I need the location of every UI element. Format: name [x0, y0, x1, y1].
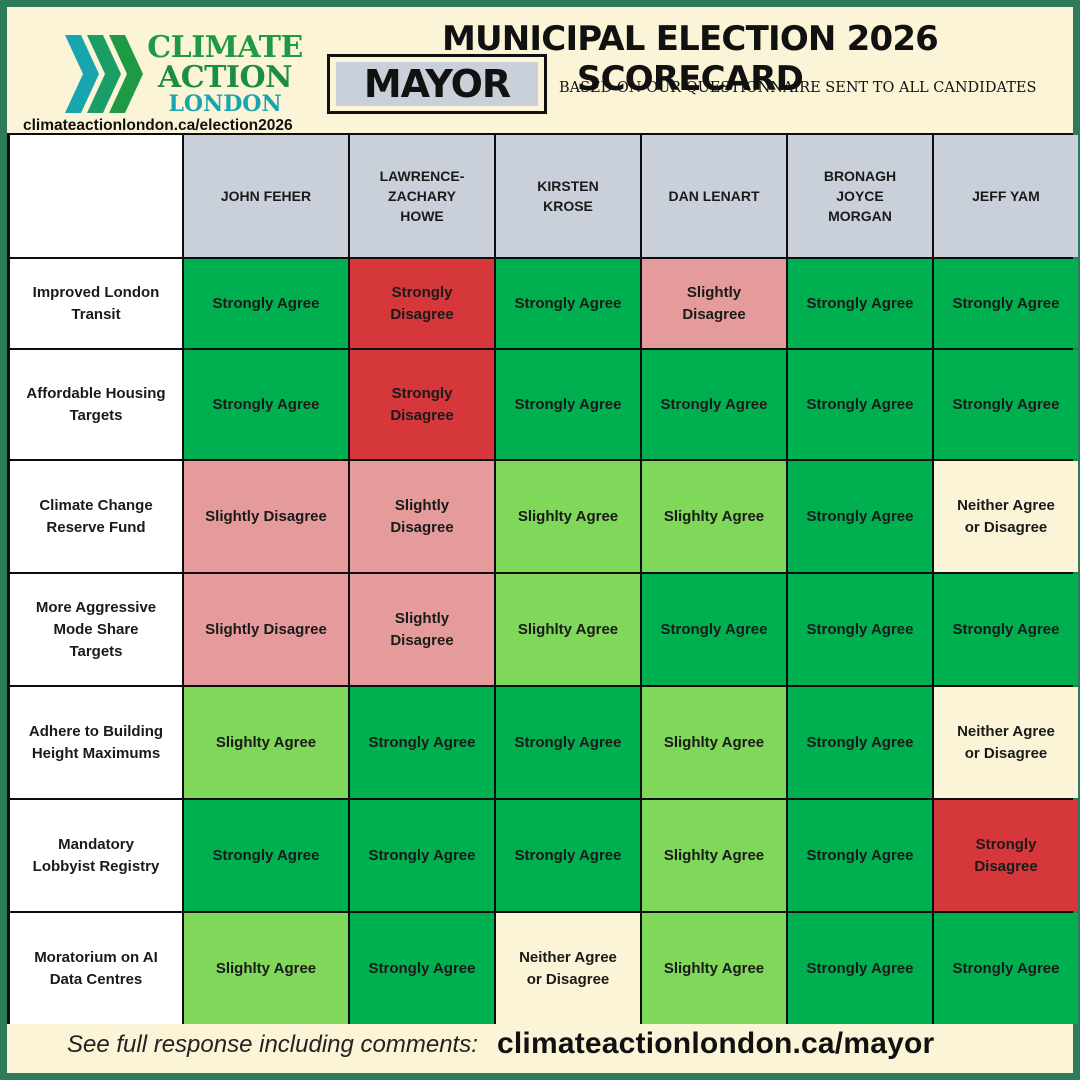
topic-label: More Aggressive Mode Share Targets — [10, 574, 182, 685]
candidate-header: KIRSTEN KROSE — [496, 135, 640, 257]
response-cell: Strongly Disagree — [934, 800, 1078, 911]
response-cell: Neither Agree or Disagree — [496, 913, 640, 1024]
office-label: MAYOR — [336, 62, 538, 106]
response-cell: Strongly Agree — [788, 574, 932, 685]
candidate-header: LAWRENCE-ZACHARY HOWE — [350, 135, 494, 257]
response-cell: Strongly Agree — [934, 574, 1078, 685]
response-cell: Strongly Agree — [934, 913, 1078, 1024]
response-cell: Slightly Disagree — [350, 574, 494, 685]
response-cell: Slighlty Agree — [184, 687, 348, 798]
topic-label: Improved London Transit — [10, 259, 182, 348]
response-cell: Strongly Agree — [496, 687, 640, 798]
response-cell: Strongly Agree — [642, 350, 786, 459]
response-cell: Strongly Agree — [934, 350, 1078, 459]
response-cell: Slighlty Agree — [642, 687, 786, 798]
response-cell: Slightly Disagree — [184, 574, 348, 685]
candidate-header: JOHN FEHER — [184, 135, 348, 257]
topic-label: Climate Change Reserve Fund — [10, 461, 182, 572]
office-badge: MAYOR — [327, 54, 547, 114]
response-cell: Slightly Disagree — [184, 461, 348, 572]
response-cell: Slighlty Agree — [496, 461, 640, 572]
logo-line-2: ACTION — [157, 60, 293, 95]
response-cell: Strongly Agree — [496, 259, 640, 348]
footer-note: See full response including comments: — [67, 1031, 478, 1058]
scorecard-panel: CLIMATE ACTION LONDON climateactionlondo… — [7, 7, 1078, 1073]
response-cell: Slightly Disagree — [642, 259, 786, 348]
response-cell: Strongly Agree — [496, 350, 640, 459]
candidate-header: BRONAGH JOYCE MORGAN — [788, 135, 932, 257]
scorecard-table: JOHN FEHER LAWRENCE-ZACHARY HOWE KIRSTEN K… — [7, 133, 1078, 1024]
logo-line-1: CLIMATE — [147, 30, 303, 65]
candidate-header: JEFF YAM — [934, 135, 1078, 257]
response-cell: Strongly Agree — [934, 259, 1078, 348]
response-cell: Neither Agree or Disagree — [934, 687, 1078, 798]
response-cell: Slighlty Agree — [184, 913, 348, 1024]
response-cell: Strongly Agree — [184, 800, 348, 911]
climate-action-london-logo: CLIMATE ACTION LONDON — [65, 33, 305, 115]
response-cell: Strongly Agree — [788, 913, 932, 1024]
response-cell: Strongly Agree — [788, 800, 932, 911]
response-cell: Strongly Agree — [788, 259, 932, 348]
footer-url[interactable]: climateactionlondon.ca/mayor — [497, 1027, 935, 1060]
topic-label: Adhere to Building Height Maximums — [10, 687, 182, 798]
topic-label: Affordable Housing Targets — [10, 350, 182, 459]
response-cell: Strongly Disagree — [350, 259, 494, 348]
site-url[interactable]: climateactionlondon.ca/election2026 — [23, 117, 293, 134]
response-cell: Strongly Agree — [788, 350, 932, 459]
candidate-header: DAN LENART — [642, 135, 786, 257]
response-cell: Strongly Agree — [184, 350, 348, 459]
chevrons-icon — [65, 35, 143, 113]
response-cell: Strongly Disagree — [350, 350, 494, 459]
response-cell: Strongly Agree — [496, 800, 640, 911]
response-cell: Slightly Disagree — [350, 461, 494, 572]
topic-label: Mandatory Lobbyist Registry — [10, 800, 182, 911]
response-cell: Strongly Agree — [788, 461, 932, 572]
response-cell: Strongly Agree — [350, 913, 494, 1024]
response-cell: Neither Agree or Disagree — [934, 461, 1078, 572]
response-cell: Slighlty Agree — [496, 574, 640, 685]
response-cell: Slighlty Agree — [642, 800, 786, 911]
table-corner — [10, 135, 182, 257]
response-cell: Slighlty Agree — [642, 913, 786, 1024]
response-cell: Strongly Agree — [642, 574, 786, 685]
logo-line-3: LONDON — [168, 91, 282, 117]
subtitle: BASED ON OUR QUESTIONNAIRE SENT TO ALL C… — [559, 80, 1037, 96]
topic-label: Moratorium on AI Data Centres — [10, 913, 182, 1024]
response-cell: Strongly Agree — [350, 687, 494, 798]
page-title: MUNICIPAL ELECTION 2026 SCORECARD — [441, 19, 939, 99]
response-cell: Strongly Agree — [350, 800, 494, 911]
response-cell: Strongly Agree — [788, 687, 932, 798]
response-cell: Strongly Agree — [184, 259, 348, 348]
response-cell: Slighlty Agree — [642, 461, 786, 572]
